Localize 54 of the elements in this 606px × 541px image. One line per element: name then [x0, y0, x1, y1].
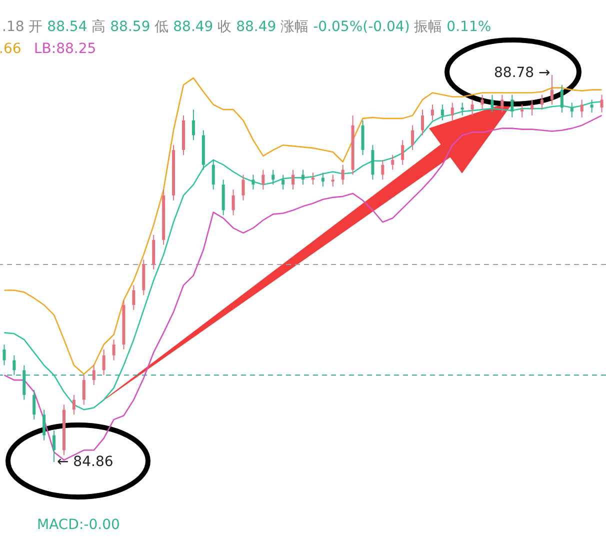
candlestick [52, 430, 56, 462]
candlestick [341, 164, 344, 186]
candlestick [401, 140, 404, 166]
candlestick [2, 344, 6, 366]
candlestick [302, 169, 304, 186]
annotation: ← 84.86 [57, 454, 114, 470]
candlestick [510, 94, 514, 118]
text: MACD:-0.00 [37, 517, 120, 533]
candlestick [470, 99, 474, 116]
candlestick [212, 159, 215, 190]
candlestick [252, 174, 255, 190]
candlestick [540, 94, 544, 110]
candlestick [331, 174, 334, 188]
candlestick [72, 394, 76, 416]
candlestick [500, 94, 504, 114]
candlestick [580, 99, 584, 118]
candlestick [530, 99, 534, 116]
candlestick [232, 189, 235, 216]
candlestick [391, 154, 394, 170]
candlestick [292, 169, 295, 190]
candlestick [570, 102, 574, 118]
candlestick [12, 354, 16, 376]
candlestick [460, 102, 464, 116]
candlestick [132, 284, 136, 310]
text: .66 [0, 41, 22, 57]
candlestick [600, 94, 604, 114]
candlestick [262, 169, 265, 190]
candlestick [192, 109, 195, 141]
candlestick [381, 159, 384, 180]
candlestick [82, 374, 86, 406]
candlestick [480, 94, 484, 110]
annotation: 88.78 → [494, 65, 550, 81]
candlestick [560, 84, 564, 114]
candlestick [112, 339, 116, 361]
candlestick [520, 104, 524, 118]
candlestick [440, 104, 444, 121]
candlestick [490, 94, 494, 114]
candlestick [430, 104, 434, 121]
candlestick [411, 124, 414, 151]
candlestick [42, 409, 46, 441]
candlestick [311, 172, 314, 186]
candlestick [282, 174, 285, 190]
candlestick [321, 172, 324, 188]
text: .18 开 88.54 高 88.59 低 88.49 收 88.49 涨幅 -0.05%(-0.04) 振幅 0.11% [2, 19, 492, 35]
candlestick [92, 364, 96, 386]
text: LB:88.25 [34, 41, 96, 57]
candlestick [550, 75, 554, 106]
candlestick [450, 102, 454, 121]
candlestick [242, 174, 245, 201]
candlestick [272, 169, 275, 186]
candlestick [421, 109, 424, 136]
candlestick [32, 389, 36, 420]
candlestick [102, 348, 106, 376]
candlestick [590, 99, 594, 114]
